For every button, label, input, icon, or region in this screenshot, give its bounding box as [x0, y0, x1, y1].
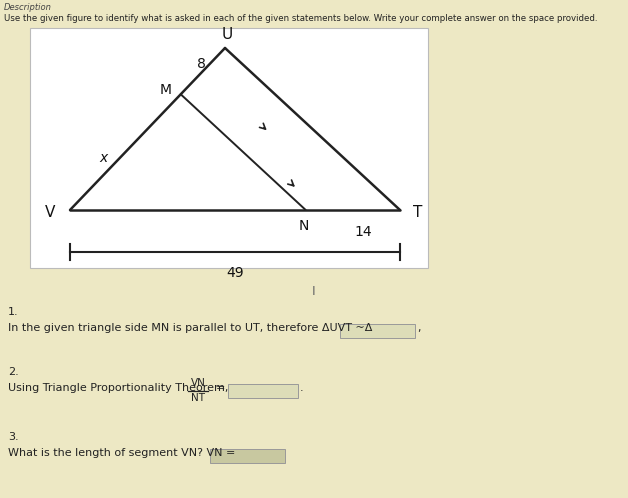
Text: N: N: [298, 219, 309, 233]
Text: NT: NT: [191, 393, 205, 403]
Text: In the given triangle side MN is parallel to UT, therefore ΔUVT ~Δ: In the given triangle side MN is paralle…: [8, 323, 372, 333]
Bar: [30, 28, 428, 268]
Text: 49: 49: [226, 266, 244, 280]
Bar: [210, 449, 285, 463]
Text: .: .: [300, 383, 303, 393]
Text: T: T: [413, 205, 423, 220]
Text: VN: VN: [190, 378, 205, 388]
Text: 8: 8: [197, 57, 207, 71]
Bar: [340, 324, 415, 338]
Text: V: V: [45, 205, 55, 220]
Text: U: U: [222, 26, 232, 41]
Text: Use the given figure to identify what is asked in each of the given statements b: Use the given figure to identify what is…: [4, 14, 597, 23]
Text: What is the length of segment VN? VN =: What is the length of segment VN? VN =: [8, 448, 235, 458]
Text: Description: Description: [4, 3, 52, 12]
Text: =: =: [216, 383, 225, 393]
Text: ,: ,: [417, 323, 421, 333]
Text: Using Triangle Proportionality Theorem,: Using Triangle Proportionality Theorem,: [8, 383, 235, 393]
Text: 3.: 3.: [8, 432, 19, 442]
Bar: [228, 384, 298, 398]
Text: 2.: 2.: [8, 367, 19, 377]
Text: 1.: 1.: [8, 307, 19, 317]
Text: I: I: [312, 285, 316, 298]
Text: x: x: [100, 151, 108, 165]
Text: M: M: [160, 83, 171, 97]
Text: 14: 14: [354, 225, 372, 239]
